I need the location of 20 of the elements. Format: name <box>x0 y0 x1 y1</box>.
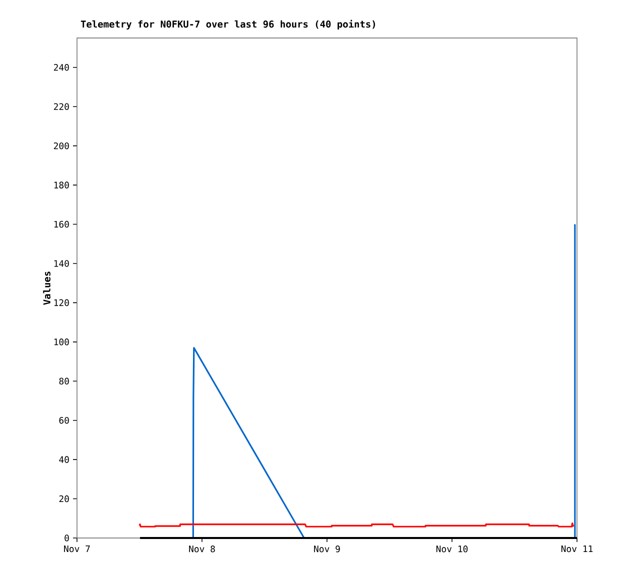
x-tick-label: Nov 7 <box>64 546 90 552</box>
y-tick-label: 200 <box>54 142 69 150</box>
y-tick-label: 40 <box>59 456 69 463</box>
y-tick-label: 220 <box>54 103 69 110</box>
x-tick-label: Nov 10 <box>436 546 468 552</box>
y-tick-label: 100 <box>54 338 69 346</box>
x-tick-label: Nov 8 <box>189 546 215 552</box>
y-tick-label: 20 <box>59 495 69 502</box>
chart-title: Telemetry for N0FKU-7 over last 96 hours (40 points) <box>80 20 376 30</box>
y-tick-label: 60 <box>59 416 69 424</box>
y-tick-label: 120 <box>54 299 69 306</box>
y-tick-label: 0 <box>64 534 69 542</box>
x-tick-label: Nov 9 <box>314 546 340 552</box>
y-axis-title: Values <box>43 272 50 305</box>
x-tick-label: Nov 11 <box>561 546 593 552</box>
y-tick-label: 80 <box>59 378 69 385</box>
y-tick-label: 240 <box>54 64 69 71</box>
y-tick-label: 160 <box>54 220 69 228</box>
y-tick-label: 180 <box>54 182 69 188</box>
y-tick-label: 140 <box>54 260 69 267</box>
